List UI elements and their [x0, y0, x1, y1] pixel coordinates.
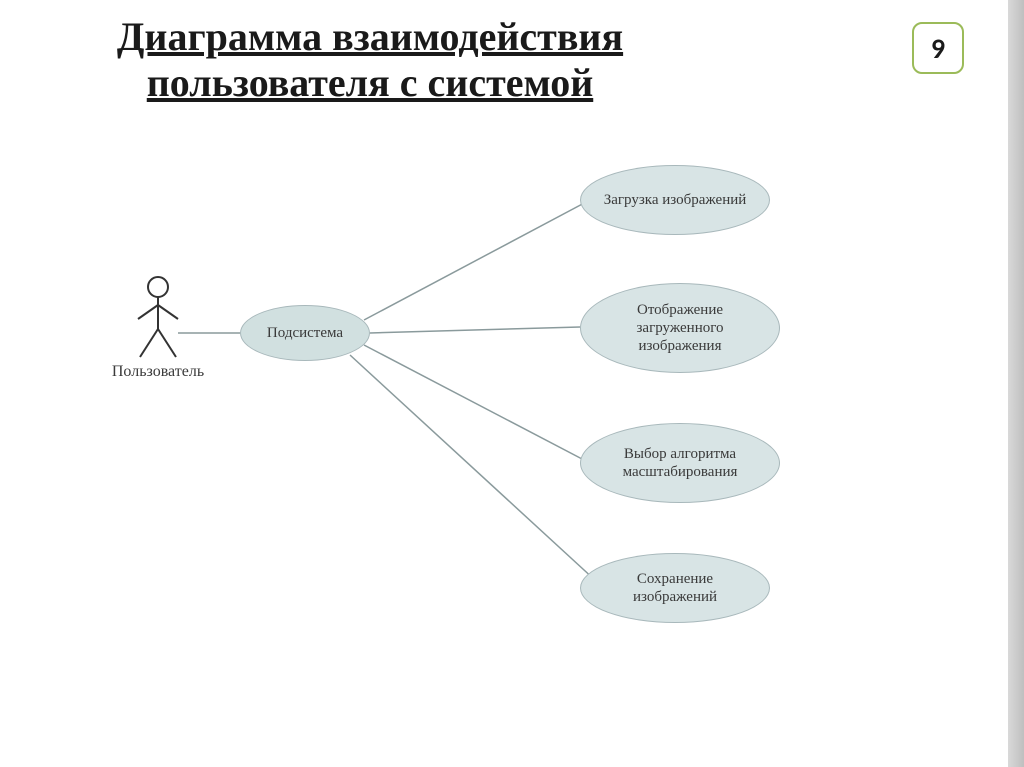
node-subsystem: Подсистема — [240, 305, 370, 361]
node-load: Загрузка изображений — [580, 165, 770, 235]
edge-2 — [370, 327, 580, 333]
use-case-diagram: Пользователь Подсистема Загрузка изображе… — [110, 155, 890, 685]
actor-label: Пользователь — [110, 363, 206, 381]
slide-right-accent — [1008, 0, 1024, 767]
edge-4 — [350, 355, 596, 581]
diagram-edges — [110, 155, 890, 685]
edge-1 — [364, 201, 588, 320]
node-algo: Выбор алгоритма масштабирования — [580, 423, 780, 503]
actor-user: Пользователь — [110, 275, 206, 381]
slide-title: Диаграмма взаимодействия пользователя с … — [0, 14, 740, 106]
slide: Диаграмма взаимодействия пользователя с … — [0, 0, 1008, 767]
page-number-badge: 9 — [912, 22, 964, 74]
actor-icon — [128, 275, 188, 361]
edge-3 — [364, 345, 584, 460]
node-save: Сохранение изображений — [580, 553, 770, 623]
node-display: Отображение загруженного изображения — [580, 283, 780, 373]
